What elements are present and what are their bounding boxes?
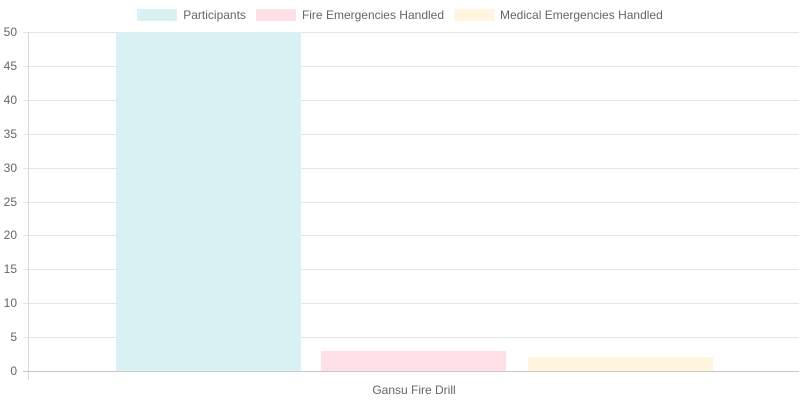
y-tick-label: 45	[3, 58, 17, 73]
bar-participants[interactable]	[116, 32, 301, 371]
y-axis-line	[28, 32, 29, 380]
legend-label-medical-emergencies: Medical Emergencies Handled	[500, 8, 663, 22]
y-tick-label: 50	[3, 25, 17, 39]
legend-label-participants: Participants	[183, 8, 246, 22]
gridline	[23, 167, 799, 169]
y-tick-label: 20	[3, 228, 17, 243]
gridline	[23, 65, 799, 67]
gridline	[23, 133, 799, 135]
plot-area	[23, 32, 799, 372]
bar-fire-emergencies-handled[interactable]	[321, 350, 506, 371]
gridline	[23, 235, 799, 237]
gridline	[23, 32, 799, 33]
bar-medical-emergencies-handled[interactable]	[528, 357, 713, 371]
y-tick-label: 30	[3, 160, 17, 175]
legend-item-participants[interactable]: Participants	[137, 8, 246, 22]
legend-item-medical-emergencies[interactable]: Medical Emergencies Handled	[454, 8, 663, 22]
gridline	[23, 269, 799, 271]
y-tick-label: 35	[3, 126, 17, 141]
gridline	[23, 99, 799, 101]
y-tick-label: 40	[3, 92, 17, 107]
y-tick-label: 0	[10, 364, 17, 378]
legend-item-fire-emergencies[interactable]: Fire Emergencies Handled	[255, 8, 445, 22]
legend-swatch-participants	[137, 9, 178, 21]
gridline	[23, 337, 799, 339]
chart-legend: Participants Fire Emergencies Handled Me…	[0, 8, 800, 22]
x-axis-line	[23, 371, 799, 372]
gridline	[23, 303, 799, 305]
legend-swatch-medical-emergencies	[454, 9, 495, 21]
y-tick-label: 15	[3, 262, 17, 277]
x-category-label: Gansu Fire Drill	[372, 383, 456, 397]
y-tick-label: 10	[3, 296, 17, 311]
legend-label-fire-emergencies: Fire Emergencies Handled	[301, 8, 445, 22]
y-tick-label: 5	[10, 330, 17, 345]
legend-swatch-fire-emergencies	[255, 9, 296, 21]
y-tick-label: 25	[3, 194, 17, 209]
gridline	[23, 201, 799, 203]
